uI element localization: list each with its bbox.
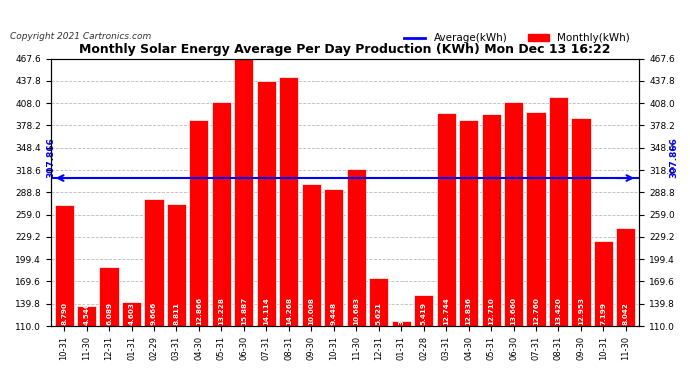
Bar	[437, 113, 455, 375]
Bar	[459, 120, 478, 375]
Bar	[482, 114, 501, 375]
Text: 12.836: 12.836	[466, 297, 471, 324]
Text: 4.603: 4.603	[128, 302, 135, 324]
Bar	[122, 302, 141, 375]
Text: 12.866: 12.866	[196, 296, 202, 324]
Text: 12.953: 12.953	[578, 297, 584, 324]
Bar	[504, 102, 523, 375]
Bar	[616, 228, 635, 375]
Text: 15.887: 15.887	[241, 296, 247, 324]
Bar	[257, 81, 276, 375]
Bar	[167, 204, 186, 375]
Bar	[302, 184, 321, 375]
Title: Monthly Solar Energy Average Per Day Production (KWh) Mon Dec 13 16:22: Monthly Solar Energy Average Per Day Pro…	[79, 43, 611, 56]
Bar	[144, 199, 164, 375]
Text: 12.760: 12.760	[533, 297, 539, 324]
Bar	[549, 97, 568, 375]
Text: 9.666: 9.666	[151, 301, 157, 324]
Bar	[392, 321, 411, 375]
Text: 14.114: 14.114	[264, 297, 269, 324]
Text: 3.774: 3.774	[398, 302, 404, 324]
Text: 13.228: 13.228	[219, 297, 224, 324]
Text: 12.710: 12.710	[488, 297, 494, 324]
Bar	[55, 204, 74, 375]
Bar	[212, 102, 231, 375]
Text: 14.268: 14.268	[286, 297, 292, 324]
Bar	[99, 267, 119, 375]
Text: 307.866: 307.866	[46, 137, 56, 178]
Text: 9.448: 9.448	[331, 302, 337, 324]
Bar	[77, 306, 96, 375]
Bar	[369, 278, 388, 375]
Text: Copyright 2021 Cartronics.com: Copyright 2021 Cartronics.com	[10, 32, 152, 41]
Bar	[526, 112, 546, 375]
Text: 8.811: 8.811	[173, 302, 179, 324]
Bar	[594, 242, 613, 375]
Bar	[189, 120, 208, 375]
Bar	[324, 189, 344, 375]
Text: 8.042: 8.042	[623, 302, 629, 324]
Bar	[414, 295, 433, 375]
Text: 13.660: 13.660	[511, 297, 517, 324]
Bar	[279, 78, 298, 375]
Text: 12.744: 12.744	[443, 297, 449, 324]
Text: 7.199: 7.199	[600, 302, 607, 324]
Bar	[346, 169, 366, 375]
Text: 10.683: 10.683	[353, 297, 359, 324]
Bar	[235, 52, 253, 375]
Text: 13.420: 13.420	[555, 297, 562, 324]
Text: 5.621: 5.621	[376, 302, 382, 324]
Text: 5.419: 5.419	[421, 302, 426, 324]
Text: 8.790: 8.790	[61, 302, 67, 324]
Text: 10.008: 10.008	[308, 297, 314, 324]
Legend: Average(kWh), Monthly(kWh): Average(kWh), Monthly(kWh)	[400, 29, 634, 47]
Text: 6.089: 6.089	[106, 302, 112, 324]
Text: 4.546: 4.546	[83, 302, 90, 324]
Bar	[571, 118, 591, 375]
Text: 307.866: 307.866	[669, 137, 678, 178]
